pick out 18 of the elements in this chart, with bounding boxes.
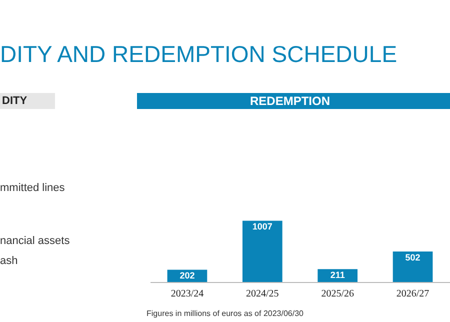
data-label: 202 (180, 270, 195, 281)
data-label: 1007 (252, 222, 272, 232)
chart-title: DITY AND REDEMPTION SCHEDULE (0, 41, 398, 67)
text: mmitted lines (0, 182, 66, 194)
x-tick-label: 2023/24 (170, 288, 204, 300)
text: ash (0, 255, 18, 267)
bar (318, 269, 358, 282)
bar (392, 251, 433, 282)
x-tick-label: 2026/27 (396, 288, 430, 300)
bar (242, 220, 282, 282)
data-label: 211 (330, 270, 345, 280)
x-tick-label: 2024/25 (246, 288, 279, 300)
text: REDEMPTION (250, 94, 330, 108)
x-tick-label: 2025/26 (321, 288, 354, 300)
text: Figures in millions of euros as of 2023/06/30 (146, 309, 304, 318)
text: nancial assets (0, 235, 70, 247)
data-label: 502 (405, 252, 420, 262)
text: DITY (2, 95, 28, 107)
